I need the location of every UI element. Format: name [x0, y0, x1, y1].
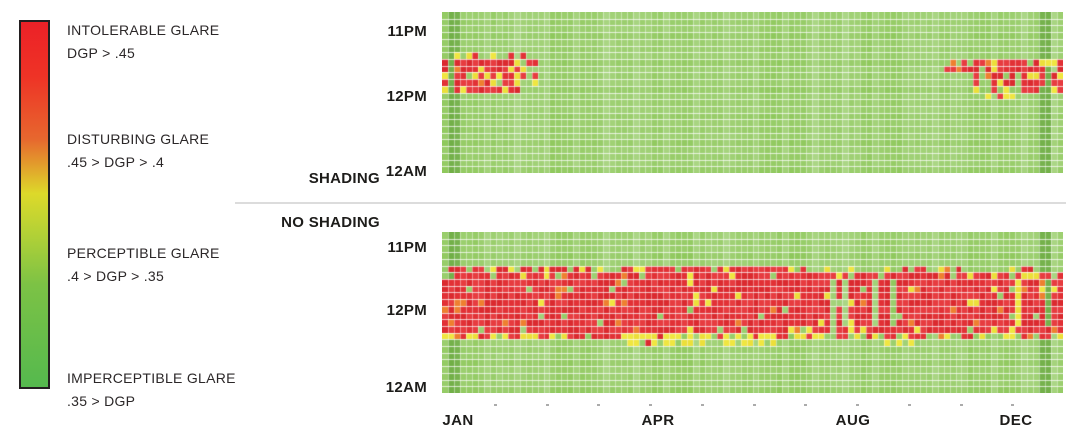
x-axis-label-jan: JAN: [442, 412, 474, 429]
month-tick: [700, 404, 704, 406]
month-tick: [752, 404, 756, 406]
month-tick: [804, 404, 808, 406]
shading-heatmap: [442, 12, 1063, 173]
month-tick: [907, 404, 911, 406]
section-label-no-shading: NO SHADING: [281, 214, 380, 231]
section-label-shading: SHADING: [308, 170, 380, 187]
legend-entry-label: PERCEPTIBLE GLARE: [67, 245, 220, 261]
legend-entry: IMPERCEPTIBLE GLARE .35 > DGP: [67, 367, 347, 413]
legend-entry: DISTURBING GLARE .45 > DGP > .4: [67, 128, 347, 174]
legend-entry-label: IMPERCEPTIBLE GLARE: [67, 370, 236, 386]
x-axis-label-dec: DEC: [999, 412, 1033, 429]
month-tick: [959, 404, 963, 406]
legend-entry-label: DISTURBING GLARE: [67, 131, 210, 147]
legend-entry-range: DGP > .45: [67, 45, 136, 61]
month-tick: [545, 404, 549, 406]
legend-entry-range: .35 > DGP: [67, 393, 136, 409]
legend-entry: PERCEPTIBLE GLARE .4 > DGP > .35: [67, 242, 347, 288]
month-tick: [597, 404, 601, 406]
y-axis-label-11pm-no-shading: 11PM: [387, 239, 427, 256]
x-axis-label-aug: AUG: [835, 412, 871, 429]
section-divider-line: [235, 202, 1066, 204]
x-axis-label-apr: APR: [641, 412, 675, 429]
legend-entry: INTOLERABLE GLARE DGP > .45: [67, 19, 347, 65]
y-axis-label-12pm-shading: 12PM: [386, 88, 427, 105]
y-axis-label-12pm-no-shading: 12PM: [386, 302, 427, 319]
legend-entry-range: .4 > DGP > .35: [67, 268, 165, 284]
y-axis-label-12am-no-shading: 12AM: [385, 379, 427, 396]
legend-entry-range: .45 > DGP > .4: [67, 154, 165, 170]
legend-entry-label: INTOLERABLE GLARE: [67, 22, 220, 38]
month-tick: [649, 404, 652, 406]
month-tick: [856, 404, 859, 406]
month-tick: [1011, 404, 1015, 406]
month-tick: [493, 404, 497, 406]
y-axis-label-11pm-shading: 11PM: [387, 23, 427, 40]
y-axis-label-12am-shading: 12AM: [385, 163, 427, 180]
no-shading-heatmap: [442, 232, 1063, 393]
legend-colorbar: [19, 20, 50, 389]
